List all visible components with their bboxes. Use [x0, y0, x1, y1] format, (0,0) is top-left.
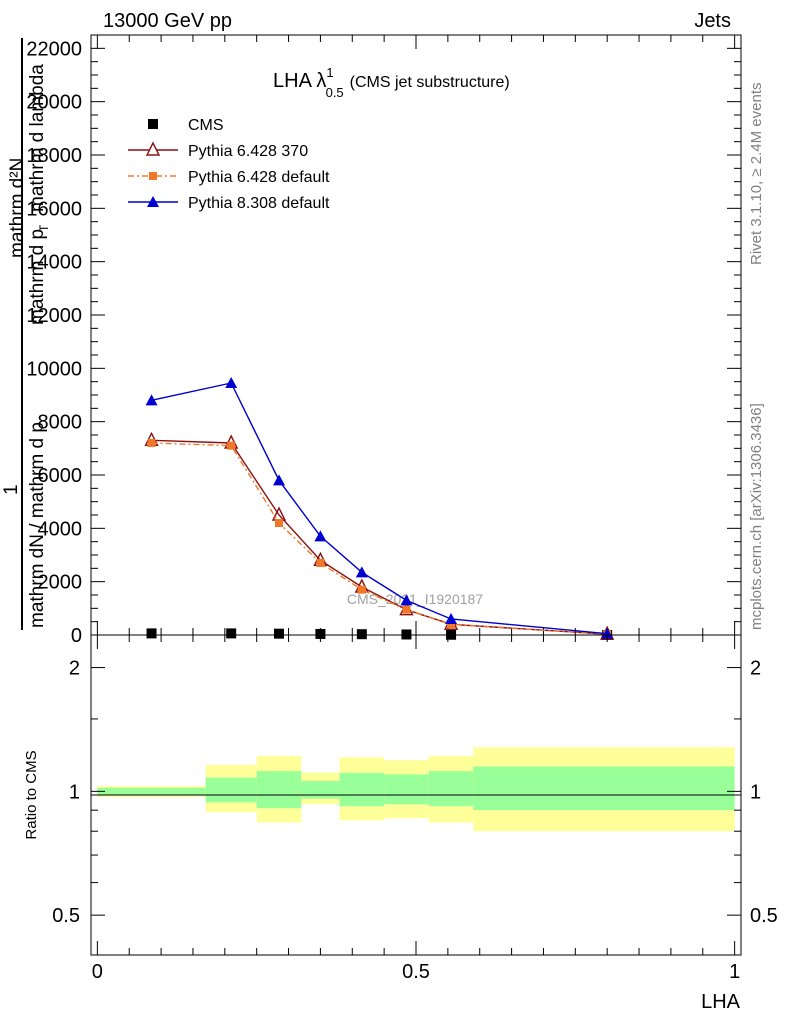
data-point — [601, 627, 614, 639]
ratio-y-tick-label-right: 0.5 — [750, 905, 778, 927]
data-point — [355, 566, 368, 578]
series-line — [151, 442, 608, 635]
y-tick-label: 6000 — [38, 465, 83, 487]
data-point — [227, 441, 236, 450]
main-plot-panel: 0 2000 4000 6000 8000 10000 12000 14000 16000 180… — [1, 34, 742, 647]
data-point — [274, 519, 283, 527]
legend-marker — [147, 196, 159, 207]
mcplots-credit-text: mcplots.cern.ch [arXiv:1306.3436] — [748, 403, 765, 630]
data-point — [402, 605, 411, 614]
y-tick-label: 16000 — [26, 198, 82, 220]
series-pythia-6-428-default — [147, 439, 612, 639]
data-point — [146, 628, 157, 639]
data-point — [401, 629, 412, 640]
ratio-plot-panel: 0.5 0.51 12 2 0 0.5 1 Ratio to CMS LHA — [23, 634, 778, 1013]
ratio-y-axis-label: Ratio to CMS — [23, 750, 40, 839]
y-tick-label: 18000 — [26, 145, 82, 167]
ratio-y-tick-label-right: 1 — [750, 781, 761, 803]
data-point — [315, 628, 326, 639]
legend-marker — [148, 119, 158, 129]
legend-label: Pythia 8.308 default — [188, 195, 330, 212]
ylabel-denominator-b: mathrm d lambda — [27, 64, 48, 212]
main-axis-ticks — [91, 34, 741, 636]
data-point — [273, 628, 284, 639]
data-point — [447, 620, 456, 629]
legend-item: Pythia 6.428 default — [128, 169, 330, 186]
ratio-y-tick-label: 2 — [69, 658, 80, 680]
ylabel-lower: mathrm dN / mathrm d p — [27, 422, 48, 628]
header-category: Jets — [694, 10, 731, 32]
ylabel-fraction-bar — [21, 38, 23, 630]
ylabel-one: 1 — [1, 484, 22, 495]
ylabel-denominator-a: mathrm d p — [27, 229, 48, 325]
data-point — [225, 377, 238, 388]
ratio-band-inner — [205, 777, 257, 803]
ylabel-numerator: mathrm d²N — [7, 158, 28, 258]
legend-marker — [145, 141, 161, 156]
data-point — [147, 439, 156, 447]
header-energy: 13000 GeV pp — [103, 10, 232, 32]
legend: CMS Pythia 6.428 370 Pythia 6.428 default P… — [128, 117, 330, 212]
legend-item: CMS — [148, 117, 224, 134]
ratio-axis-ticks — [91, 635, 741, 955]
data-point — [314, 530, 327, 542]
legend-label: Pythia 6.428 default — [188, 169, 330, 186]
y-tick-label: 8000 — [38, 412, 83, 434]
data-point — [357, 585, 366, 594]
legend-marker — [149, 172, 157, 180]
ratio-band-inner — [301, 780, 340, 799]
x-tick-label: 0 — [92, 961, 103, 983]
ratio-y-tick-label: 1 — [69, 781, 80, 803]
rivet-version-text: Rivet 3.1.10, ≥ 2.4M events — [748, 83, 765, 266]
y-tick-label: 4000 — [38, 518, 83, 540]
x-tick-label: 1 — [729, 961, 740, 983]
analysis-watermark: CMS_2021_I1920187 — [347, 591, 483, 607]
data-point — [316, 559, 325, 567]
series-pythia-8-308-default — [145, 377, 614, 639]
y-tick-label: 14000 — [26, 252, 82, 274]
x-tick-label: 0.5 — [402, 961, 430, 983]
ratio-band-inner — [428, 771, 474, 807]
data-point — [145, 394, 158, 406]
series-pythia-6-428-370 — [144, 431, 615, 640]
y-tick-label: 2000 — [38, 572, 83, 594]
legend-label: CMS — [188, 117, 224, 134]
title-main: LHA λ — [273, 70, 326, 92]
y-tick-label: 0 — [71, 625, 82, 647]
data-point — [226, 628, 237, 639]
legend-item: Pythia 6.428 370 — [128, 141, 308, 160]
x-axis-label: LHA — [701, 991, 741, 1013]
data-point — [400, 594, 413, 606]
ratio-y-tick-label-right: 2 — [750, 658, 761, 680]
title-superscript: 1 — [326, 65, 333, 80]
ratio-bands — [97, 747, 735, 832]
y-tick-label: 10000 — [26, 358, 82, 380]
x-tick-labels: 0 0.5 1 — [92, 961, 740, 983]
title-suffix: (CMS jet substructure) — [350, 74, 510, 91]
ratio-y-tick-label: 0.5 — [52, 905, 80, 927]
ylabel-denominator-sub: T — [37, 224, 51, 232]
ratio-y-tick-labels: 0.5 0.5 1 1 2 2 — [52, 658, 778, 928]
plot-title: LHA λ1 0.5 (CMS jet substructure) — [273, 65, 510, 100]
y-tick-label: 12000 — [26, 305, 82, 327]
ratio-band-inner — [256, 771, 302, 809]
ratio-band-inner — [97, 787, 206, 795]
ratio-band-inner — [473, 766, 735, 811]
ratio-band-inner — [384, 774, 429, 805]
data-point — [356, 629, 367, 640]
data-point — [445, 613, 458, 624]
y-axis-label: mathrm d²N mathrm d p T mathrm d lambda … — [1, 38, 51, 630]
y-tick-label: 20000 — [26, 92, 82, 114]
y-tick-label: 22000 — [26, 38, 82, 60]
data-point — [272, 474, 285, 486]
legend-item: Pythia 8.308 default — [128, 195, 330, 212]
title-subscript: 0.5 — [326, 85, 344, 100]
series-line — [151, 382, 608, 635]
main-y-tick-labels: 0 2000 4000 6000 8000 10000 12000 14000 16000 180… — [26, 38, 82, 647]
legend-label: Pythia 6.428 370 — [188, 143, 308, 160]
ratio-band-inner — [339, 772, 385, 807]
series-layer — [144, 377, 615, 640]
